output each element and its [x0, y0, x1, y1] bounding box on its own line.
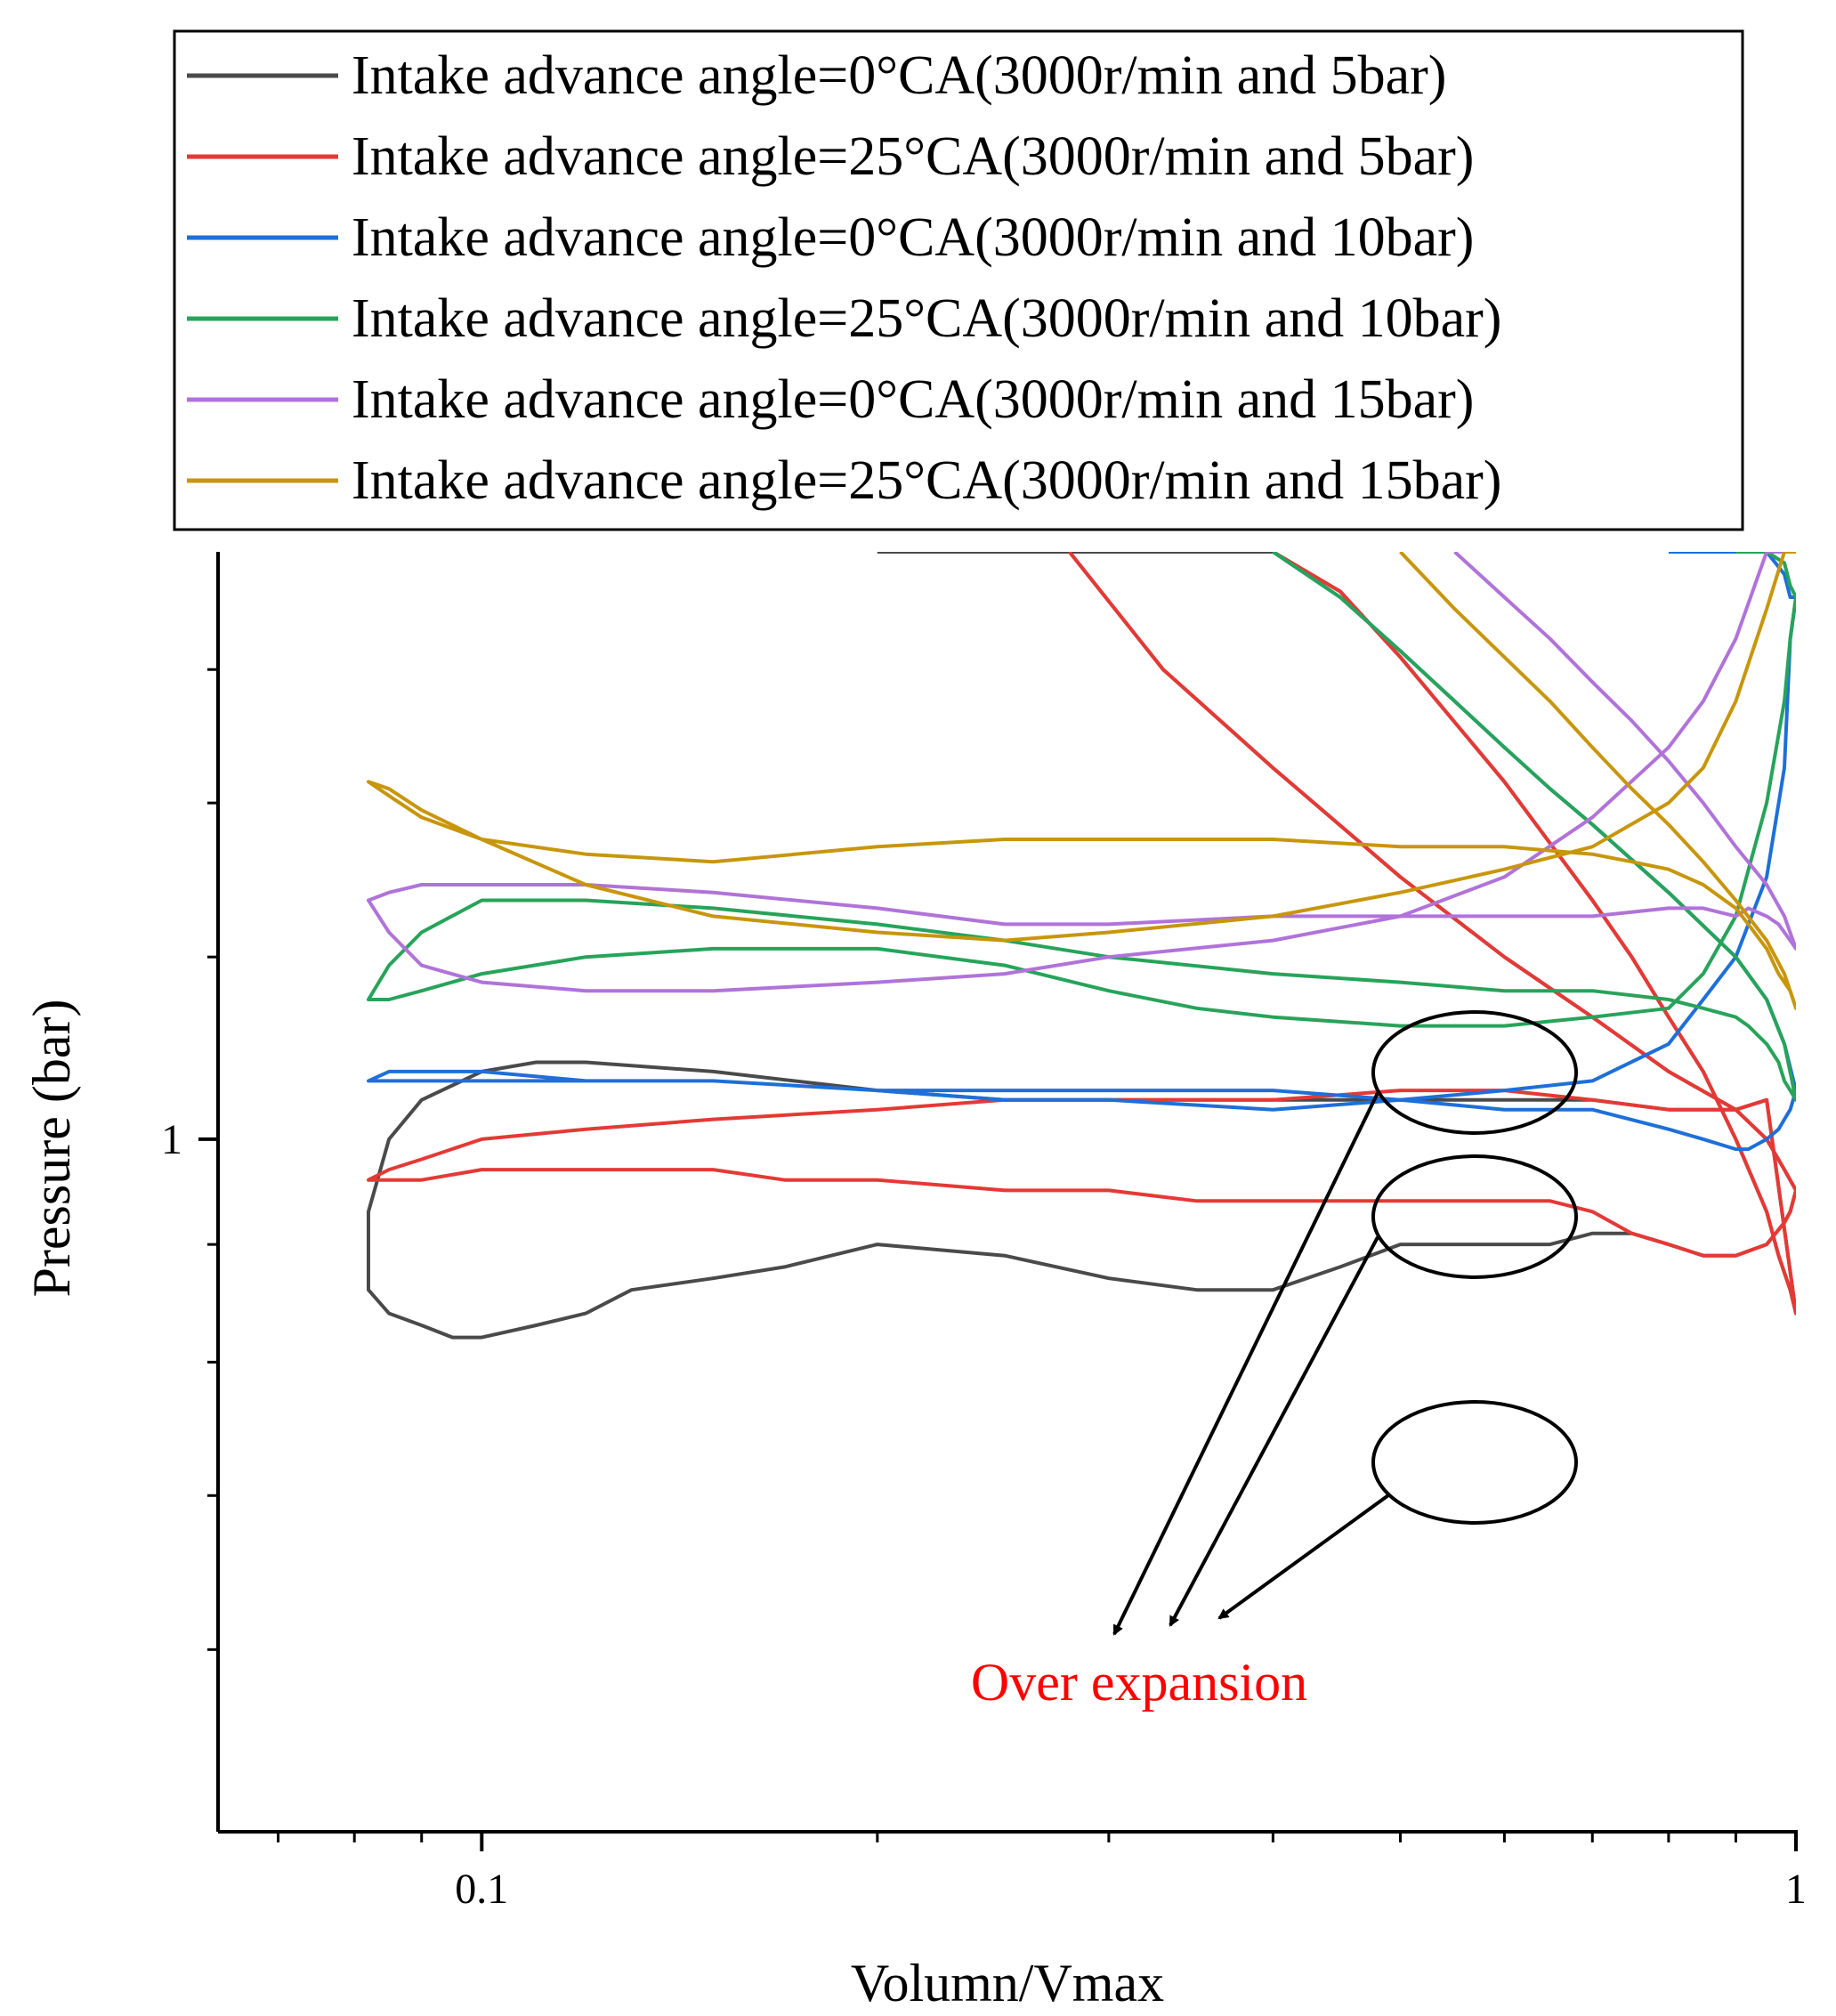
over-expansion-arrow-middle — [1169, 1236, 1379, 1627]
legend-label-5: Intake advance angle=0°CA(3000r/min and … — [352, 369, 1474, 430]
legend-label-3: Intake advance angle=0°CA(3000r/min and … — [352, 207, 1474, 268]
series-line-4 — [367, 552, 1796, 1102]
series-layer — [367, 552, 1796, 1340]
y-axis-title: Pressure (bar) — [22, 1000, 81, 1298]
legend-label-4: Intake advance angle=25°CA(3000r/min and… — [352, 288, 1501, 349]
over-expansion-ellipse-top — [1371, 1010, 1578, 1135]
legend-label-6: Intake advance angle=25°CA(3000r/min and… — [352, 450, 1501, 511]
series-line-6 — [367, 552, 1796, 1010]
legend-label-1: Intake advance angle=0°CA(3000r/min and … — [352, 45, 1446, 106]
over-expansion-label: Over expansion — [971, 1653, 1307, 1712]
legend-label-2: Intake advance angle=25°CA(3000r/min and… — [352, 126, 1474, 187]
x-axis-title: Volumn/Vmax — [851, 1954, 1164, 2012]
axes: 1 0.1 1 — [161, 552, 1807, 1913]
y-ticks: 1 — [161, 668, 218, 1651]
over-expansion-ellipse-bottom — [1371, 1400, 1578, 1525]
over-expansion-arrow-top — [1112, 1092, 1379, 1636]
legend-box — [173, 29, 1744, 531]
over-expansion-ellipse-middle — [1371, 1154, 1578, 1279]
series-line-2 — [367, 552, 1796, 1316]
over-expansion-arrow-bottom — [1217, 1494, 1390, 1620]
series-line-5 — [367, 552, 1796, 993]
x-tick-label-1: 0.1 — [455, 1866, 508, 1913]
x-ticks: 0.1 1 — [277, 1832, 1807, 1913]
legend-items: Intake advance angle=0°CA(3000r/min and … — [187, 45, 1501, 511]
legend: Intake advance angle=0°CA(3000r/min and … — [173, 29, 1744, 531]
x-tick-label-2: 1 — [1785, 1866, 1807, 1913]
y-tick-label-1: 1 — [161, 1116, 182, 1163]
annotations: Over expansion — [971, 1010, 1578, 1712]
